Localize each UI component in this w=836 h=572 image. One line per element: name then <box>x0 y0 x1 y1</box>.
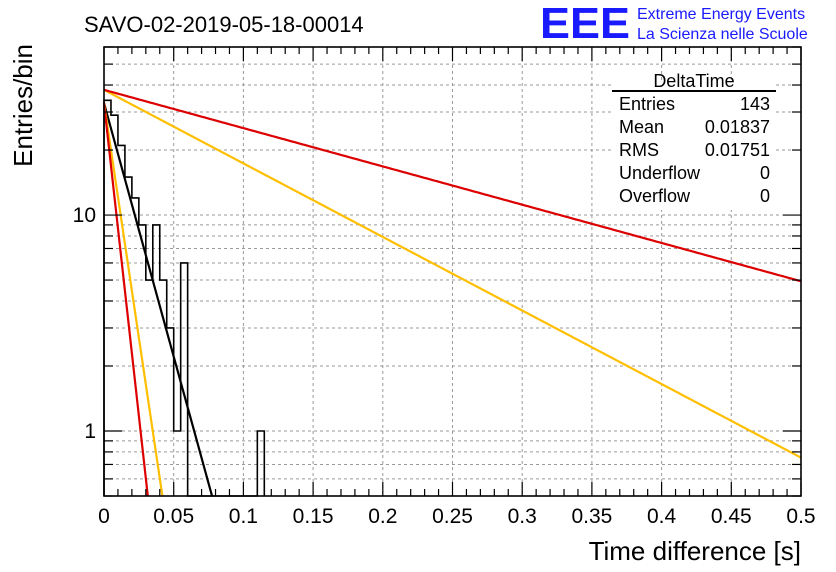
x-tick-label: 0 <box>98 505 110 528</box>
stats-row-value: 0 <box>760 186 770 206</box>
stats-row-value: 0.01751 <box>705 140 770 160</box>
y-tick-labels: 1 10 <box>73 204 96 443</box>
stats-row-value: 0.01837 <box>705 117 770 137</box>
x-tick-label: 0.15 <box>293 505 334 528</box>
fit-curve <box>103 88 802 459</box>
x-tick-label: 0.5 <box>786 505 815 528</box>
fit-curve <box>103 88 802 283</box>
x-tick-labels: 0 0.05 0.1 0.15 0.2 0.25 0.3 0.35 0.4 0.45 0.5 <box>98 505 815 528</box>
histogram <box>103 99 266 497</box>
stats-box-background <box>612 80 776 210</box>
logo-line2: La Scienza nelle Scuole <box>637 26 808 43</box>
y-tick-label: 1 <box>84 420 96 443</box>
y-axis-title: Entries/bin <box>8 44 38 167</box>
stats-title: DeltaTime <box>653 71 734 91</box>
stats-row-label: Entries <box>619 94 675 114</box>
x-axis-title: Time difference [s] <box>589 536 801 566</box>
stats-row-label: Underflow <box>619 163 701 183</box>
stats-row-label: Overflow <box>619 186 691 206</box>
stats-rows: Entries 143 Mean 0.01837 RMS 0.01751Underflow… <box>619 94 770 206</box>
fit-curves <box>102 88 802 497</box>
logo-line1: Extreme Energy Events <box>637 6 805 23</box>
x-tick-label: 0.1 <box>229 505 258 528</box>
stats-box: DeltaTime Entries 143 Mean 0.01837 RMS 0.0175… <box>612 71 776 210</box>
histogram-outline <box>103 99 266 497</box>
stats-row-label: RMS <box>619 140 659 160</box>
x-tick-label: 0.35 <box>571 505 612 528</box>
fit-curve <box>102 102 149 497</box>
fit-curve <box>102 102 164 497</box>
x-tick-label: 0.4 <box>647 505 677 528</box>
stats-row-value: 0 <box>760 163 770 183</box>
axis-ticks <box>103 46 802 497</box>
x-tick-label: 0.05 <box>153 505 194 528</box>
x-tick-label: 0.25 <box>432 505 473 528</box>
stats-row-label: Mean <box>619 117 664 137</box>
x-tick-label: 0.3 <box>508 505 537 528</box>
x-tick-label: 0.45 <box>711 505 752 528</box>
stats-row-value: 143 <box>740 94 770 114</box>
logo-letters: EEE <box>540 0 630 48</box>
eee-logo: EEE Extreme Energy Events La Scienza nel… <box>540 0 808 48</box>
fit-curve <box>102 102 214 497</box>
x-tick-label: 0.2 <box>368 505 397 528</box>
chart-title: SAVO-02-2019-05-18-00014 <box>84 12 364 37</box>
y-tick-label: 10 <box>73 204 96 227</box>
